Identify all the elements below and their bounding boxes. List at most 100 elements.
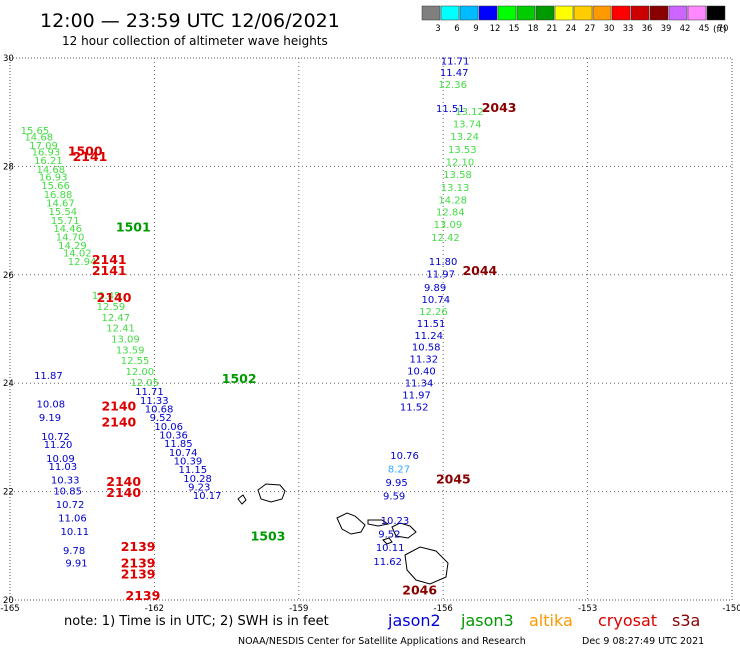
axis-tick-labels: -165 -162 -159 -156 -153 -150 30 28 26 24 22 20 [0, 54, 740, 614]
track-id-label: 2140 [106, 485, 141, 500]
wave-height-value: 13.53 [448, 145, 477, 156]
lat-tick-label: 22 [3, 488, 14, 498]
track-id-label: 2044 [462, 263, 497, 278]
wave-height-value: 15.65 [21, 126, 50, 137]
track-id-label: 1502 [222, 371, 257, 386]
scale-label: 18 [528, 24, 539, 34]
hawaii-islands [237, 483, 449, 585]
wave-height-value: 13.74 [453, 119, 482, 130]
wave-height-value: 9.19 [39, 413, 61, 424]
wave-height-value: 11.62 [373, 557, 402, 568]
footnote: note: 1) Time is in UTC; 2) SWH is in fe… [64, 614, 329, 629]
wave-height-value: 9.23 [188, 483, 210, 494]
track-id-label: 2139 [121, 555, 156, 570]
track-id-label: 2141 [73, 149, 108, 164]
track-id-label: 2045 [436, 471, 471, 486]
wave-height-value: 15.71 [51, 216, 80, 227]
scale-label: 9 [473, 24, 478, 34]
scale-label: 30 [604, 24, 615, 34]
wave-height-value: 12.59 [97, 302, 126, 313]
wave-height-value: 11.80 [429, 257, 458, 268]
wave-height-value: 9.95 [385, 478, 407, 489]
wave-height-value: 16.21 [34, 156, 63, 167]
scale-unit: (ft) [713, 25, 727, 35]
scale-swatch [516, 5, 536, 21]
wave-height-value: 11.47 [440, 68, 469, 79]
wave-height-value: 10.08 [36, 400, 65, 411]
generated-timestamp: Dec 9 08:27:49 UTC 2021 [582, 636, 704, 647]
wave-height-value: 12.94 [68, 257, 97, 268]
scale-label: 27 [585, 24, 596, 34]
wave-height-value: 12.00 [126, 367, 155, 378]
wave-height-value: 14.68 [24, 132, 53, 143]
satellite-legend-cryosat: cryosat [598, 611, 657, 630]
island-oahu [336, 512, 366, 535]
wave-height-value: 11.71 [135, 387, 164, 398]
track-id-label: 2046 [402, 583, 437, 598]
wave-height-value: 10.28 [183, 474, 212, 485]
wave-height-value: 10.72 [41, 432, 70, 443]
scale-label: 6 [454, 24, 459, 34]
track-id-label: 2140 [97, 290, 132, 305]
track-id-label: 2140 [106, 474, 141, 489]
satellite-legend: jason2 jason3 altika cryosat s3a [387, 611, 700, 630]
wave-height-value: 13.09 [434, 220, 463, 231]
island-maui [391, 522, 417, 539]
wave-height-value: 12.26 [419, 307, 448, 318]
island-hawaii [404, 546, 449, 585]
wave-height-value: 12.47 [101, 313, 130, 324]
scale-swatch [478, 5, 498, 21]
track-id-label: 1503 [251, 528, 286, 543]
wave-height-value: 10.11 [61, 527, 90, 538]
wave-height-value: 14.70 [56, 233, 85, 244]
wave-height-value: 10.76 [390, 451, 419, 462]
wave-height-value: 9.91 [65, 558, 87, 569]
wave-height-value: 10.11 [376, 543, 405, 554]
credit-line: NOAA/NESDIS Center for Satellite Applica… [238, 636, 526, 647]
scale-swatch [649, 5, 669, 21]
scale-label: 70 [718, 24, 729, 34]
track-id-label: 2139 [121, 539, 156, 554]
wave-height-value: 16.88 [44, 190, 73, 201]
lon-tick-label: -162 [145, 604, 164, 614]
scale-label: 15 [509, 24, 520, 34]
wave-height-value: 12.10 [446, 157, 475, 168]
wave-height-value: 11.97 [402, 390, 431, 401]
wave-height-value: 10.58 [412, 343, 441, 354]
satellite-legend-jason3: jason3 [460, 611, 514, 630]
color-scale-legend: 3 6 9 12 15 18 21 24 27 30 33 36 39 42 45 70 [421, 5, 729, 34]
lon-tick-label: -153 [578, 604, 597, 614]
scale-label: 39 [661, 24, 672, 34]
scale-swatch [459, 5, 479, 21]
wave-height-value: 9.52 [378, 530, 400, 541]
wave-height-value: 11.51 [417, 319, 446, 330]
wave-height-value: 10.09 [46, 454, 75, 465]
wave-height-value: 10.40 [407, 367, 436, 378]
scale-label: 36 [642, 24, 653, 34]
scale-swatch [592, 5, 612, 21]
wave-height-value: 13.09 [111, 335, 140, 346]
scale-swatch [611, 5, 631, 21]
wave-height-value: 10.85 [53, 486, 82, 497]
wave-height-value: 10.74 [422, 295, 451, 306]
scale-swatch [440, 5, 460, 21]
wave-height-value: 14.67 [46, 199, 75, 210]
wave-height-value: 14.02 [63, 248, 92, 259]
satellite-legend-jason2: jason2 [387, 611, 441, 630]
wave-height-value: 11.51 [436, 104, 465, 115]
wave-height-value: 13.13 [441, 183, 470, 194]
scale-label: 21 [547, 24, 558, 34]
track-id-label: 2140 [101, 415, 136, 430]
scale-swatch [535, 5, 555, 21]
wave-height-value: 10.68 [145, 404, 174, 415]
wave-height-value: 14.46 [53, 224, 82, 235]
island-kauai [257, 483, 286, 503]
wave-height-value: 11.32 [410, 355, 439, 366]
track-id-label: 1501 [116, 219, 151, 234]
track-id-labels: 2043204420452046150115021503150021412141… [68, 100, 517, 603]
map-frame [9, 57, 733, 601]
wave-height-value: 10.36 [159, 430, 188, 441]
wave-height-value: 9.89 [424, 283, 446, 294]
track-id-label: 2139 [126, 588, 161, 603]
track-id-label: 2140 [101, 398, 136, 413]
